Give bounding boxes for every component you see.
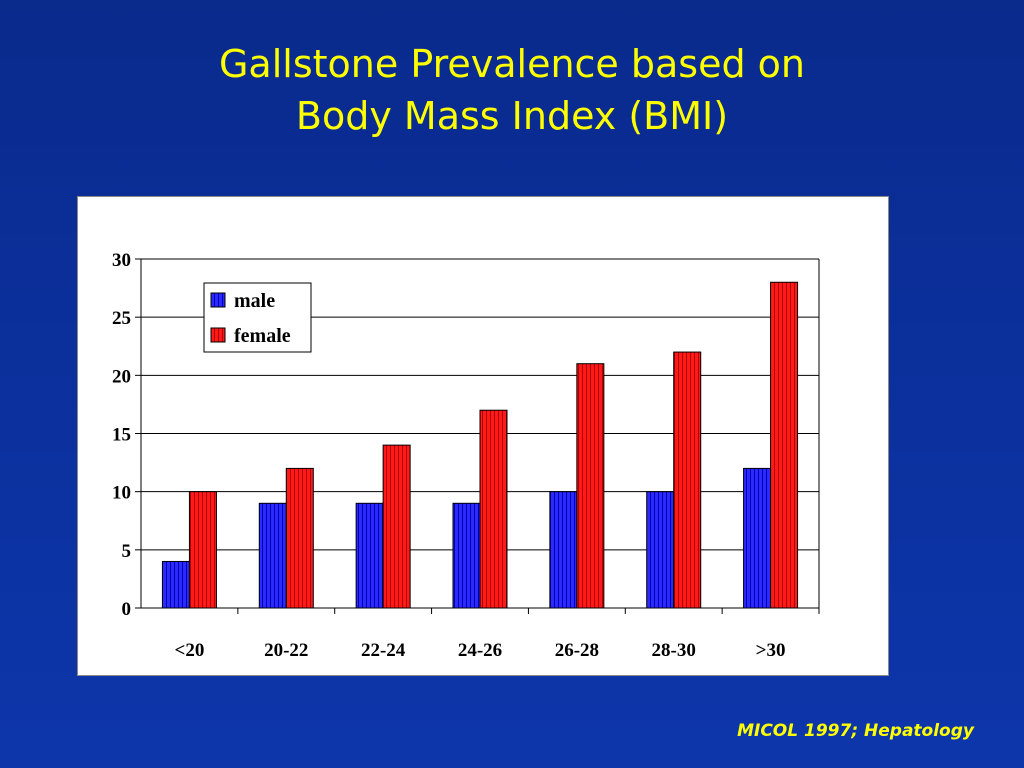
bar-female (382, 444, 411, 609)
chart-panel: 0 5 10 15 20 25 30 <20 20-22 22-24 24-26 26-28 28-30… (77, 196, 889, 676)
legend-label-female: female (234, 325, 291, 347)
x-tick-label: 28-30 (652, 640, 696, 661)
x-tick-label: <20 (175, 640, 205, 661)
axes: 0 5 10 15 20 25 30 <20 20-22 22-24 24-26 26-28 28-30… (112, 250, 820, 661)
bar-female (576, 363, 605, 609)
legend-label-male: male (234, 290, 275, 312)
source-citation: MICOL 1997; Hepatology (737, 721, 974, 741)
bar-male (549, 491, 578, 609)
x-tick-label: >30 (756, 640, 786, 661)
bars (161, 281, 799, 609)
x-tick-label: 24-26 (458, 640, 502, 661)
bar-female (770, 281, 799, 609)
y-tick-label: 30 (112, 250, 131, 271)
y-tick-label: 20 (112, 366, 131, 387)
title-line-2: Body Mass Index (BMI) (295, 94, 729, 138)
x-tick-label: 22-24 (361, 640, 406, 661)
x-tick-label: 26-28 (555, 640, 599, 661)
bar-female (673, 351, 702, 609)
bar-female (479, 409, 508, 609)
bar-male (743, 467, 772, 609)
bar-male (355, 502, 384, 609)
bar-female (188, 491, 217, 609)
legend-swatch-female (210, 327, 226, 343)
x-tick-label: 20-22 (264, 640, 308, 661)
y-tick-label: 15 (112, 425, 131, 446)
y-tick-label: 5 (122, 541, 132, 562)
bar-female (285, 467, 314, 609)
bar-male (452, 502, 481, 609)
bar-male (258, 502, 287, 609)
y-tick-label: 0 (122, 599, 132, 620)
bar-male (161, 560, 190, 609)
y-tick-label: 10 (112, 483, 131, 504)
bar-chart: 0 5 10 15 20 25 30 <20 20-22 22-24 24-26 26-28 28-30… (112, 250, 820, 661)
legend: male female (203, 282, 312, 353)
page-title: Gallstone Prevalence based on Body Mass … (0, 38, 1024, 142)
legend-swatch-male (210, 292, 226, 308)
bar-male (646, 491, 675, 609)
title-line-1: Gallstone Prevalence based on (218, 42, 805, 86)
y-tick-label: 25 (112, 308, 131, 329)
